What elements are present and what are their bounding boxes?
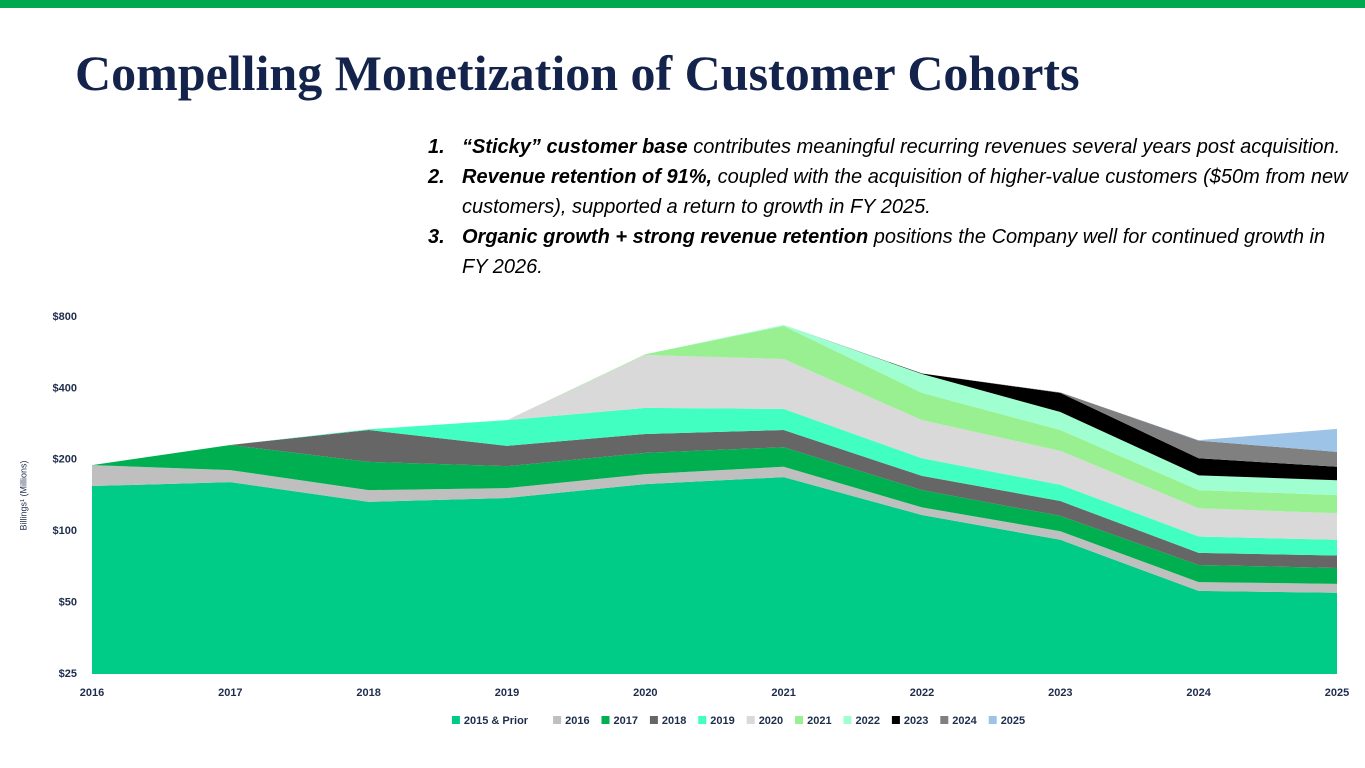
legend-swatch — [843, 716, 852, 724]
area — [230, 430, 1337, 568]
bullet-bold: Revenue retention of 91%, — [462, 166, 713, 188]
y-tick-label: $100 — [53, 525, 77, 537]
area — [92, 465, 1337, 593]
bullet-bold: Organic growth + strong revenue retentio… — [462, 226, 869, 248]
y-axis-label: Billings¹ (Millions) — [18, 460, 28, 530]
legend-swatch — [988, 716, 997, 724]
legend-label: 2020 — [759, 715, 783, 727]
bullet-list: 1. “Sticky” customer base contributes mea… — [428, 132, 1353, 282]
x-tick-label: 2023 — [1048, 687, 1072, 699]
y-tick-label: $400 — [53, 382, 77, 394]
bullet-body: Revenue retention of 91%, coupled with t… — [462, 162, 1353, 222]
legend-swatch — [553, 716, 562, 724]
legend-swatch — [698, 716, 707, 724]
bullet-number: 3. — [428, 226, 445, 248]
bullet-number: 2. — [428, 166, 445, 188]
legend-label: 2019 — [710, 715, 734, 727]
area — [507, 326, 1337, 514]
top-bar — [0, 0, 1365, 8]
legend-label: 2024 — [952, 715, 977, 727]
bullet-text: coupled with the acquisition of higher-v… — [462, 166, 1348, 218]
area — [92, 477, 1337, 674]
bullet-body: Organic growth + strong revenue retentio… — [462, 222, 1353, 282]
y-tick-label: $200 — [53, 454, 77, 466]
title: Compelling Monetization of Customer Coho… — [75, 45, 1080, 101]
x-tick-label: 2020 — [633, 687, 657, 699]
legend-swatch — [601, 716, 610, 724]
area — [92, 444, 1337, 584]
x-tick-label: 2019 — [495, 687, 519, 699]
legend-swatch — [451, 716, 460, 724]
x-tick-label: 2017 — [218, 687, 242, 699]
legend-label: 2016 — [565, 715, 589, 727]
legend-swatch — [795, 716, 804, 724]
bullet-text: contributes meaningful recurring revenue… — [693, 136, 1341, 158]
area — [922, 373, 1337, 467]
bullet: 2. Revenue retention of 91%, coupled with… — [428, 162, 1353, 222]
x-tick-label: 2022 — [910, 687, 934, 699]
area — [645, 325, 1337, 496]
y-tick-label: $50 — [59, 597, 77, 609]
legend-swatch — [891, 716, 900, 724]
legend-label: 2023 — [904, 715, 928, 727]
x-tick-label: 2024 — [1186, 687, 1211, 699]
area — [507, 355, 1337, 540]
legend-label: 2021 — [807, 715, 831, 727]
legend-swatch — [746, 716, 755, 724]
area — [1060, 392, 1337, 452]
bullet-bold: “Sticky” customer base — [462, 136, 688, 158]
legend-swatch — [649, 716, 658, 724]
x-tick-label: 2018 — [356, 687, 380, 699]
bullet-number: 1. — [428, 136, 445, 158]
legend-label: 2017 — [614, 715, 638, 727]
bullet: 1. “Sticky” customer base contributes mea… — [428, 132, 1353, 162]
bullet: 3. Organic growth + strong revenue retent… — [428, 222, 1353, 282]
legend-label: 2015 & Prior — [464, 715, 529, 727]
y-tick-label: $25 — [59, 668, 77, 680]
area — [230, 407, 1337, 556]
plot-area — [92, 325, 1337, 674]
x-tick-label: 2021 — [771, 687, 795, 699]
area — [783, 325, 1337, 481]
bullet-text: positions the Company well for continued… — [462, 226, 1326, 278]
bullet-body: “Sticky” customer base contributes meani… — [462, 132, 1340, 162]
y-tick-label: $800 — [53, 311, 77, 323]
legend-label: 2022 — [856, 715, 880, 727]
x-tick-label: 2016 — [80, 687, 104, 699]
legend-swatch — [940, 716, 949, 724]
legend-label: 2018 — [662, 715, 686, 727]
x-tick-label: 2025 — [1325, 687, 1349, 699]
legend-label: 2025 — [1001, 715, 1025, 727]
